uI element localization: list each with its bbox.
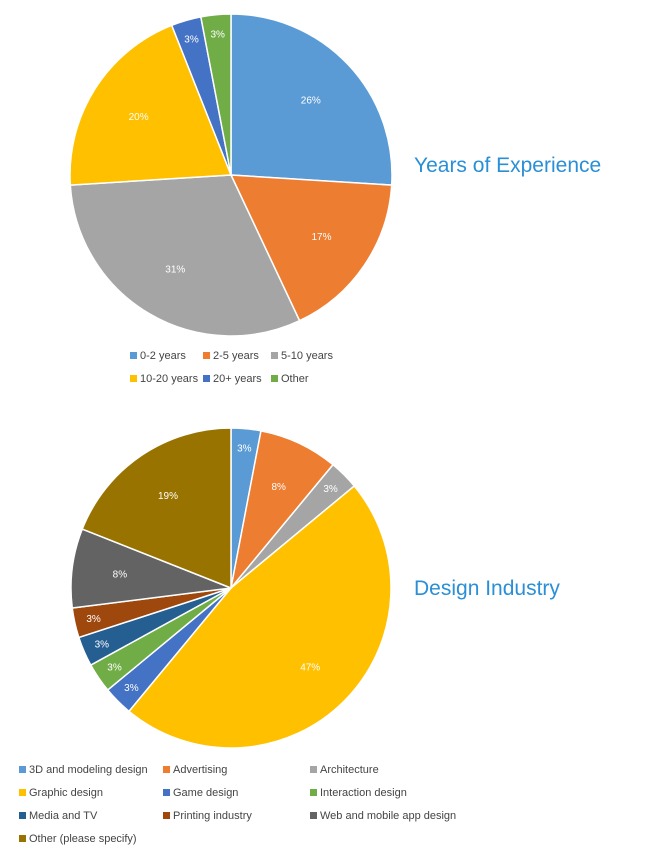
industry-legend-swatch-advertising — [163, 766, 170, 773]
years-legend-label-5-10-years: 5-10 years — [281, 350, 333, 362]
years-slice-2-5-years — [229, 174, 393, 322]
industry-label-game-design: 3% — [124, 683, 139, 694]
industry-pie-labels: 3%8% 3%47%3%3%3%3%8%19% — [86, 443, 338, 694]
industry-legend-swatch-other-please-specify — [19, 835, 26, 842]
years-legend-label-10-20-years: 10-20 years — [140, 373, 199, 385]
industry-slice-graphic-design — [127, 484, 392, 749]
years-legend-label-20-years: 20+ years — [213, 373, 262, 385]
industry-legend-label-media-and-tv: Media and TV — [29, 810, 98, 822]
years-chart-title: Years of Experience — [414, 154, 601, 177]
industry-slice-other-please-specify — [81, 427, 232, 590]
years-label-10-20-years: 20% — [129, 112, 149, 123]
industry-legend-swatch-graphic-design — [19, 789, 26, 796]
industry-legend-label-advertising: Advertising — [173, 764, 227, 776]
industry-label-other-please-specify: 19% — [158, 491, 178, 502]
years-legend-swatch-2-5-years — [203, 352, 210, 359]
industry-legend-label-3d-and-modeling-design: 3D and modeling design — [29, 764, 148, 776]
industry-legend-label-game-design: Game design — [173, 787, 238, 799]
industry-label-printing-industry: 3% — [86, 614, 101, 625]
industry-label-architecture: 3% — [323, 484, 338, 495]
industry-legend-label-architecture: Architecture — [320, 764, 379, 776]
industry-pie — [70, 427, 392, 749]
industry-label-web-and-mobile-app-design: 8% — [113, 570, 128, 581]
years-legend-label-2-5-years: 2-5 years — [213, 350, 259, 362]
years-legend-swatch-0-2-years — [130, 352, 137, 359]
years-legend: 0-2 years 2-5 years 5-10 years 10-20 years 2… — [130, 350, 333, 385]
industry-legend-label-printing-industry: Printing industry — [173, 810, 252, 822]
years-pie — [69, 13, 393, 337]
industry-legend-swatch-media-and-tv — [19, 812, 26, 819]
industry-label-media-and-tv: 3% — [95, 639, 110, 650]
industry-label-interaction-design: 3% — [107, 663, 122, 674]
industry-label-graphic-design: 47% — [300, 663, 320, 674]
industry-legend-label-web-and-mobile-app-design: Web and mobile app design — [320, 810, 456, 822]
years-legend-label-0-2-years: 0-2 years — [140, 350, 186, 362]
industry-legend-label-other-please-specify: Other (please specify) — [29, 833, 137, 845]
industry-legend-swatch-architecture — [310, 766, 317, 773]
years-slice-other — [199, 13, 232, 176]
industry-legend-swatch-web-and-mobile-app-design — [310, 812, 317, 819]
industry-legend-label-interaction-design: Interaction design — [320, 787, 407, 799]
years-of-experience-chart: 26% 17% 31% 20% 3% 3% Years of Experience 0-2… — [69, 13, 601, 385]
industry-chart-title: Design Industry — [414, 577, 560, 600]
years-label-2-5-years: 17% — [311, 232, 331, 243]
design-industry-chart: 3%8% 3%47%3%3%3%3%8%19% Design Industry 3… — [19, 427, 560, 845]
industry-label-3d-and-modeling-design: 3% — [237, 443, 252, 454]
years-legend-swatch-20-years — [203, 375, 210, 382]
industry-legend-swatch-3d-and-modeling-design — [19, 766, 26, 773]
years-label-20-years: 3% — [184, 34, 199, 45]
years-pie-labels: 26% 17% 31% 20% 3% 3% — [129, 29, 332, 275]
years-label-other: 3% — [210, 29, 225, 40]
years-label-0-2-years: 26% — [301, 96, 321, 107]
industry-legend-swatch-printing-industry — [163, 812, 170, 819]
years-slice-10-20-years — [69, 24, 233, 186]
industry-legend: 3D and modeling design Advertising Archite… — [19, 764, 456, 845]
years-label-5-10-years: 31% — [165, 265, 185, 276]
years-legend-label-other: Other — [281, 373, 309, 385]
industry-legend-swatch-interaction-design — [310, 789, 317, 796]
years-slice-0-2-years — [230, 13, 393, 186]
industry-label-advertising: 8% — [271, 482, 286, 493]
industry-legend-swatch-game-design — [163, 789, 170, 796]
years-legend-swatch-other — [271, 375, 278, 382]
years-legend-swatch-5-10-years — [271, 352, 278, 359]
industry-legend-label-graphic-design: Graphic design — [29, 787, 103, 799]
years-slice-5-10-years — [69, 174, 301, 337]
years-legend-swatch-10-20-years — [130, 375, 137, 382]
